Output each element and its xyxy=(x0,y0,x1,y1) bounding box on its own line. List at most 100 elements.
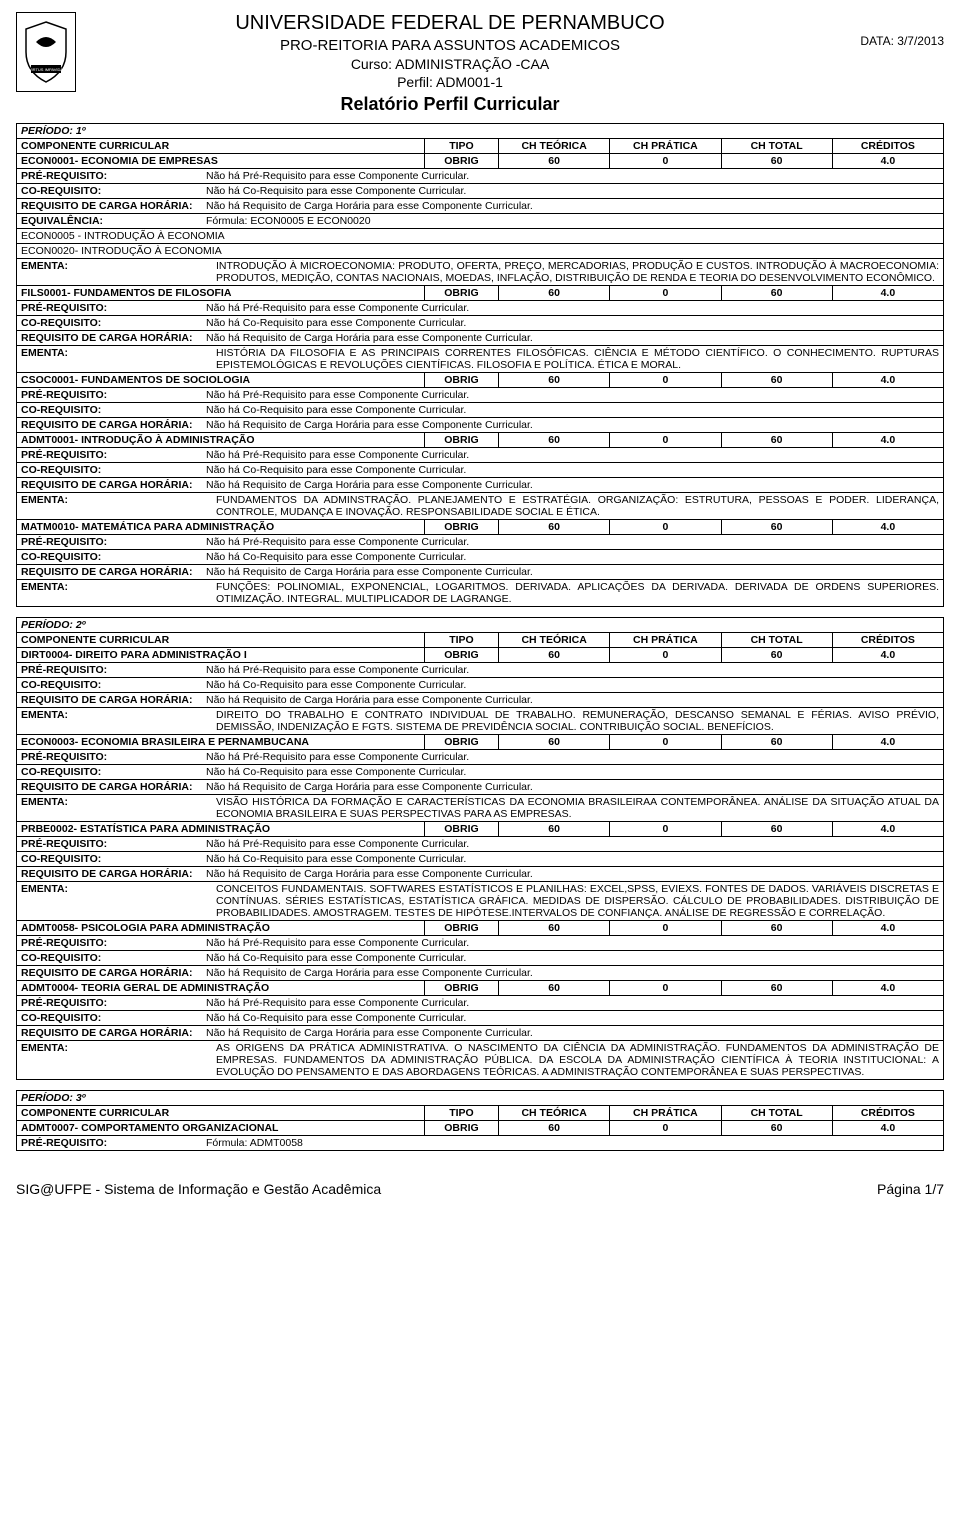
detail-cell: PRÉ-REQUISITO:Não há Pré-Requisito para … xyxy=(17,169,944,184)
component-cell: OBRIG xyxy=(424,648,498,663)
detail-value: Não há Pré-Requisito para esse Component… xyxy=(206,997,469,1009)
component-cell: 60 xyxy=(721,921,832,936)
component-cell: 60 xyxy=(499,520,610,535)
component-cell: 0 xyxy=(610,822,721,837)
column-header: CRÉDITOS xyxy=(832,139,943,154)
detail-label: CO-REQUISITO: xyxy=(21,464,206,476)
detail-cell: CO-REQUISITO:Não há Co-Requisito para es… xyxy=(17,184,944,199)
ementa-label: EMENTA: xyxy=(21,796,216,820)
footer: SIG@UFPE - Sistema de Informação e Gestã… xyxy=(16,1181,944,1197)
detail-value: Não há Pré-Requisito para esse Component… xyxy=(206,449,469,461)
ementa-cell: EMENTA:HISTÓRIA DA FILOSOFIA E AS PRINCI… xyxy=(17,346,944,373)
detail-cell: REQUISITO DE CARGA HORÁRIA:Não há Requis… xyxy=(17,199,944,214)
component-cell: OBRIG xyxy=(424,154,498,169)
detail-label: CO-REQUISITO: xyxy=(21,317,206,329)
detail-value: Não há Requisito de Carga Horária para e… xyxy=(206,419,533,431)
column-header: TIPO xyxy=(424,139,498,154)
detail-value: Não há Requisito de Carga Horária para e… xyxy=(206,1027,533,1039)
detail-value: Fórmula: ECON0005 E ECON0020 xyxy=(206,215,371,227)
detail-label: REQUISITO DE CARGA HORÁRIA: xyxy=(21,479,206,491)
component-cell: 60 xyxy=(499,373,610,388)
component-cell: 0 xyxy=(610,286,721,301)
detail-value: Não há Requisito de Carga Horária para e… xyxy=(206,479,533,491)
component-cell: 60 xyxy=(499,1121,610,1136)
period-table: PERÍODO: 3ºCOMPONENTE CURRICULARTIPOCH T… xyxy=(16,1090,944,1151)
detail-value: Não há Co-Requisito para esse Componente… xyxy=(206,766,466,778)
detail-label: PRÉ-REQUISITO: xyxy=(21,997,206,1009)
component-cell: 60 xyxy=(721,154,832,169)
detail-value: Não há Co-Requisito para esse Componente… xyxy=(206,464,466,476)
detail-label: PRÉ-REQUISITO: xyxy=(21,751,206,763)
detail-label: REQUISITO DE CARGA HORÁRIA: xyxy=(21,781,206,793)
detail-cell: CO-REQUISITO:Não há Co-Requisito para es… xyxy=(17,316,944,331)
component-cell: 60 xyxy=(721,433,832,448)
detail-value: Não há Co-Requisito para esse Componente… xyxy=(206,551,466,563)
detail-value: Não há Requisito de Carga Horária para e… xyxy=(206,332,533,344)
detail-cell: REQUISITO DE CARGA HORÁRIA:Não há Requis… xyxy=(17,693,944,708)
detail-label: PRÉ-REQUISITO: xyxy=(21,389,206,401)
column-header: CH PRÁTICA xyxy=(610,1106,721,1121)
detail-label: CO-REQUISITO: xyxy=(21,679,206,691)
component-cell: OBRIG xyxy=(424,822,498,837)
ementa-text: HISTÓRIA DA FILOSOFIA E AS PRINCIPAIS CO… xyxy=(216,347,939,371)
detail-cell: PRÉ-REQUISITO:Não há Pré-Requisito para … xyxy=(17,663,944,678)
detail-value: Não há Requisito de Carga Horária para e… xyxy=(206,694,533,706)
footer-system: SIG@UFPE - Sistema de Informação e Gestã… xyxy=(16,1181,381,1197)
period-title: PERÍODO: 3º xyxy=(17,1091,944,1106)
detail-cell: PRÉ-REQUISITO:Não há Pré-Requisito para … xyxy=(17,750,944,765)
detail-cell: PRÉ-REQUISITO:Não há Pré-Requisito para … xyxy=(17,301,944,316)
component-cell: 60 xyxy=(721,822,832,837)
detail-label: PRÉ-REQUISITO: xyxy=(21,302,206,314)
detail-value: Não há Co-Requisito para esse Componente… xyxy=(206,185,466,197)
ementa-label: EMENTA: xyxy=(21,709,216,733)
period-title: PERÍODO: 2º xyxy=(17,618,944,633)
component-cell: ECON0003- ECONOMIA BRASILEIRA E PERNAMBU… xyxy=(17,735,425,750)
detail-cell: REQUISITO DE CARGA HORÁRIA:Não há Requis… xyxy=(17,780,944,795)
ementa-label: EMENTA: xyxy=(21,883,216,919)
equiv-item: ECON0020- INTRODUÇÃO À ECONOMIA xyxy=(17,244,944,259)
component-cell: PRBE0002- ESTATÍSTICA PARA ADMINISTRAÇÃO xyxy=(17,822,425,837)
detail-cell: PRÉ-REQUISITO:Não há Pré-Requisito para … xyxy=(17,388,944,403)
component-cell: 4.0 xyxy=(832,648,943,663)
detail-cell: PRÉ-REQUISITO:Não há Pré-Requisito para … xyxy=(17,996,944,1011)
detail-cell: PRÉ-REQUISITO:Não há Pré-Requisito para … xyxy=(17,837,944,852)
component-cell: 0 xyxy=(610,981,721,996)
component-cell: 60 xyxy=(499,921,610,936)
detail-label: PRÉ-REQUISITO: xyxy=(21,449,206,461)
detail-label: REQUISITO DE CARGA HORÁRIA: xyxy=(21,566,206,578)
detail-label: REQUISITO DE CARGA HORÁRIA: xyxy=(21,1027,206,1039)
report-header: VIRTUS IMPAVIDA UNIVERSIDADE FEDERAL DE … xyxy=(16,12,944,115)
component-cell: 60 xyxy=(499,735,610,750)
ementa-cell: EMENTA:DIREITO DO TRABALHO E CONTRATO IN… xyxy=(17,708,944,735)
component-cell: 0 xyxy=(610,373,721,388)
detail-label: PRÉ-REQUISITO: xyxy=(21,838,206,850)
component-cell: 60 xyxy=(721,981,832,996)
component-cell: OBRIG xyxy=(424,921,498,936)
detail-value: Não há Pré-Requisito para esse Component… xyxy=(206,302,469,314)
component-cell: 4.0 xyxy=(832,520,943,535)
detail-cell: EQUIVALÊNCIA:Fórmula: ECON0005 E ECON002… xyxy=(17,214,944,229)
period-table: PERÍODO: 2ºCOMPONENTE CURRICULARTIPOCH T… xyxy=(16,617,944,1080)
university-name: UNIVERSIDADE FEDERAL DE PERNAMBUCO xyxy=(86,12,814,35)
detail-cell: REQUISITO DE CARGA HORÁRIA:Não há Requis… xyxy=(17,966,944,981)
component-cell: FILS0001- FUNDAMENTOS DE FILOSOFIA xyxy=(17,286,425,301)
component-cell: 4.0 xyxy=(832,1121,943,1136)
detail-label: CO-REQUISITO: xyxy=(21,185,206,197)
column-header: CRÉDITOS xyxy=(832,633,943,648)
detail-value: Não há Pré-Requisito para esse Component… xyxy=(206,389,469,401)
column-header: CH PRÁTICA xyxy=(610,633,721,648)
ementa-cell: EMENTA:VISÃO HISTÓRICA DA FORMAÇÃO E CAR… xyxy=(17,795,944,822)
detail-value: Não há Co-Requisito para esse Componente… xyxy=(206,404,466,416)
component-cell: OBRIG xyxy=(424,981,498,996)
detail-label: REQUISITO DE CARGA HORÁRIA: xyxy=(21,694,206,706)
component-cell: 60 xyxy=(721,520,832,535)
component-cell: 60 xyxy=(721,648,832,663)
detail-cell: REQUISITO DE CARGA HORÁRIA:Não há Requis… xyxy=(17,1026,944,1041)
component-cell: 4.0 xyxy=(832,373,943,388)
component-cell: 0 xyxy=(610,520,721,535)
column-header: CH TOTAL xyxy=(721,1106,832,1121)
detail-value: Não há Co-Requisito para esse Componente… xyxy=(206,317,466,329)
detail-cell: CO-REQUISITO:Não há Co-Requisito para es… xyxy=(17,678,944,693)
ementa-text: VISÃO HISTÓRICA DA FORMAÇÃO E CARACTERÍS… xyxy=(216,796,939,820)
component-cell: ADMT0001- INTRODUÇÃO À ADMINISTRAÇÃO xyxy=(17,433,425,448)
